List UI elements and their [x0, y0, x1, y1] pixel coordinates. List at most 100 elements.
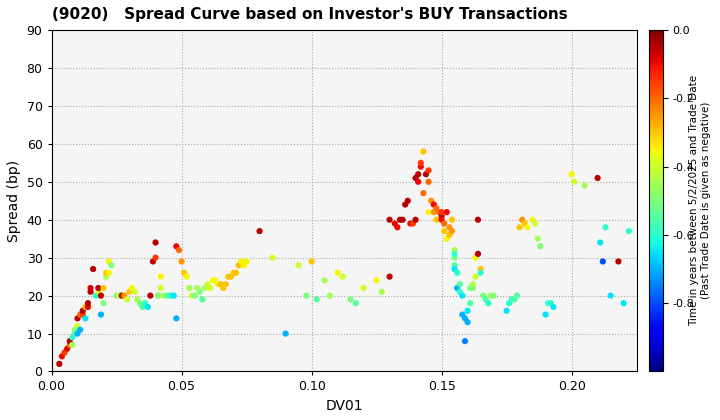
Point: [56, 353, 68, 360]
Point: [474, 270, 486, 276]
Point: [306, 258, 318, 265]
Point: [405, 220, 416, 227]
Point: [69, 330, 81, 337]
Point: [80, 304, 91, 310]
Point: [462, 319, 473, 326]
Point: [192, 285, 203, 291]
Point: [106, 262, 117, 269]
Point: [324, 292, 336, 299]
Point: [59, 349, 71, 356]
Point: [446, 216, 458, 223]
Point: [384, 216, 395, 223]
Point: [85, 285, 96, 291]
Point: [464, 300, 476, 307]
Point: [95, 292, 107, 299]
Point: [472, 250, 484, 257]
Point: [592, 175, 603, 181]
Point: [103, 258, 114, 265]
Point: [253, 228, 265, 234]
Point: [426, 197, 437, 204]
Point: [397, 216, 408, 223]
Point: [569, 178, 580, 185]
Point: [111, 292, 122, 299]
Point: [176, 258, 187, 265]
Point: [503, 300, 515, 307]
Point: [441, 235, 453, 242]
Point: [184, 285, 195, 291]
Point: [415, 163, 426, 170]
Point: [428, 201, 439, 208]
Point: [228, 270, 239, 276]
Point: [456, 311, 468, 318]
Point: [449, 262, 460, 269]
Point: [477, 292, 489, 299]
Point: [98, 300, 109, 307]
Point: [532, 235, 544, 242]
Point: [423, 178, 434, 185]
Point: [74, 311, 86, 318]
Point: [179, 270, 190, 276]
Point: [467, 285, 479, 291]
Point: [202, 281, 213, 288]
Point: [230, 270, 242, 276]
Point: [189, 292, 200, 299]
Point: [438, 220, 450, 227]
Point: [467, 281, 479, 288]
Point: [155, 273, 166, 280]
Text: (9020)   Spread Curve based on Investor's BUY Transactions: (9020) Spread Curve based on Investor's …: [52, 7, 567, 22]
Point: [511, 292, 523, 299]
Point: [408, 220, 419, 227]
Point: [181, 273, 192, 280]
Point: [217, 285, 229, 291]
Point: [132, 296, 143, 303]
Point: [163, 292, 174, 299]
Point: [595, 239, 606, 246]
Point: [220, 281, 232, 288]
Point: [74, 326, 86, 333]
Point: [280, 330, 292, 337]
Point: [449, 266, 460, 273]
Point: [358, 285, 369, 291]
Point: [529, 220, 541, 227]
Point: [472, 216, 484, 223]
Point: [482, 300, 494, 307]
Point: [431, 216, 442, 223]
Point: [345, 296, 356, 303]
Point: [420, 171, 432, 178]
Point: [384, 273, 395, 280]
Point: [597, 258, 608, 265]
Point: [485, 292, 497, 299]
Point: [174, 247, 185, 253]
Point: [605, 292, 616, 299]
Point: [77, 307, 89, 314]
Point: [267, 254, 279, 261]
Point: [462, 307, 473, 314]
Point: [464, 285, 476, 291]
Point: [103, 270, 114, 276]
Point: [431, 205, 442, 212]
Point: [124, 289, 135, 295]
Point: [100, 273, 112, 280]
Point: [542, 300, 554, 307]
Point: [451, 285, 463, 291]
Point: [171, 243, 182, 249]
Point: [418, 190, 429, 197]
Point: [93, 289, 104, 295]
Point: [137, 304, 148, 310]
Point: [116, 292, 127, 299]
Point: [600, 224, 611, 231]
Point: [623, 228, 634, 234]
Point: [90, 292, 102, 299]
Point: [95, 311, 107, 318]
Point: [449, 254, 460, 261]
Point: [140, 300, 151, 307]
Point: [488, 292, 500, 299]
Point: [100, 270, 112, 276]
Point: [66, 341, 78, 348]
Point: [371, 277, 382, 284]
Point: [147, 258, 158, 265]
Point: [129, 289, 140, 295]
Point: [95, 292, 107, 299]
Point: [311, 296, 323, 303]
Point: [210, 277, 221, 284]
